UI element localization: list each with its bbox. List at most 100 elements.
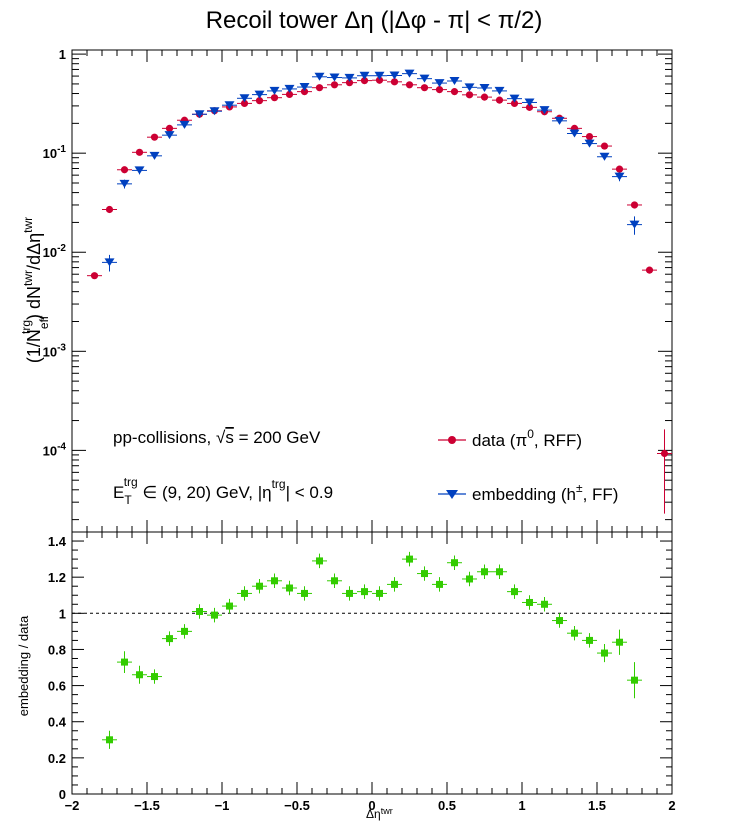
embedding-point — [539, 106, 550, 115]
embedding-point — [344, 73, 355, 82]
ratio-point — [601, 649, 608, 657]
data-point — [330, 81, 339, 89]
ratio-point — [346, 589, 353, 597]
embedding-point — [569, 129, 580, 138]
data-point — [90, 272, 99, 280]
ratio-point — [331, 577, 338, 585]
embedding-point — [194, 110, 205, 119]
top-y-tick-label: 10-3 — [43, 342, 67, 359]
embedding-point — [239, 94, 250, 103]
bottom-y-tick-label: 0 — [59, 787, 66, 802]
data-point — [660, 449, 669, 458]
embedding-point — [209, 107, 220, 116]
ratio-point — [211, 611, 218, 619]
embedding-point — [104, 258, 115, 267]
ratio-point — [631, 676, 638, 684]
ratio-point — [466, 575, 473, 583]
data-point — [360, 77, 369, 85]
embedding-point — [164, 131, 175, 140]
data-point — [525, 103, 534, 111]
data-point — [645, 266, 654, 274]
data-point — [345, 79, 354, 87]
bottom-y-tick-label: 0.2 — [48, 751, 66, 766]
data-point — [450, 88, 459, 96]
x-tick-label: 1.5 — [588, 798, 606, 813]
top-axes: 10-4 10-3 10-2 10-1 1 — [43, 47, 673, 532]
ratio-point — [571, 629, 578, 637]
ratio-point — [391, 580, 398, 588]
x-tick-label: −0.5 — [284, 798, 310, 813]
series-data — [87, 76, 672, 514]
ratio-point — [151, 673, 158, 681]
ratio-point — [496, 568, 503, 576]
data-point — [585, 132, 594, 141]
x-tick-label: 0.5 — [438, 798, 456, 813]
ratio-point — [286, 584, 293, 592]
ratio-point — [121, 658, 128, 666]
embedding-point — [389, 71, 400, 80]
x-tick-label: −1.5 — [134, 798, 160, 813]
ratio-point — [241, 589, 248, 597]
top-series-layer — [87, 69, 672, 514]
ratio-point — [271, 577, 278, 585]
embedding-point — [614, 172, 625, 181]
embedding-point — [464, 83, 475, 92]
bottom-y-tick-label: 1.4 — [48, 534, 67, 549]
legend-label-data: data (π0, RFF) — [472, 427, 582, 450]
ratio-point — [301, 589, 308, 597]
ratio-point — [196, 608, 203, 616]
bottom-y-tick-label: 1 — [59, 606, 66, 621]
data-point — [120, 166, 129, 174]
legend-marker-embedding — [446, 490, 458, 499]
data-point — [270, 94, 279, 102]
data-point — [600, 142, 609, 150]
data-point — [630, 201, 639, 209]
bottom-series-layer — [102, 551, 642, 749]
embedding-point — [404, 69, 415, 78]
embedding-point — [329, 73, 340, 82]
data-point — [465, 91, 474, 99]
ratio-point — [256, 582, 263, 590]
x-tick-label: 2 — [668, 798, 675, 813]
embedding-point — [269, 86, 280, 95]
embedding-point — [494, 86, 505, 95]
ratio-point — [541, 600, 548, 608]
data-point — [375, 76, 384, 84]
embedding-point — [284, 84, 295, 93]
series-embedding — [102, 69, 642, 272]
data-point — [150, 133, 159, 141]
embedding-point — [299, 83, 310, 92]
legend-marker-data — [448, 436, 456, 444]
embedding-point — [599, 152, 610, 161]
embedding-point — [119, 179, 130, 188]
ratio-point — [106, 736, 113, 744]
ratio-point — [436, 580, 443, 588]
x-axis-title: Δηtwr — [366, 806, 393, 821]
annotation-trigger: ETtrg ∈ (9, 20) GeV, |ηtrg| < 0.9 — [113, 475, 333, 507]
ratio-point — [526, 598, 533, 606]
ratio-point — [226, 602, 233, 610]
bottom-y-tick-label: 1.2 — [48, 570, 66, 585]
x-tick-label: −1 — [215, 798, 230, 813]
x-tick-label: −2 — [65, 798, 80, 813]
data-point — [480, 93, 489, 101]
data-point — [240, 99, 249, 107]
embedding-point — [134, 166, 145, 175]
legend: data (π0, RFF) embedding (h±, FF) — [438, 427, 618, 504]
top-y-axis-title: (1/Nefftrg) dNtwr/dΔηtwr — [19, 217, 51, 363]
bottom-plot-frame — [71, 531, 673, 795]
data-point — [435, 86, 444, 94]
embedding-point — [374, 71, 385, 80]
bottom-axes: −2 −1.5 −1 −0.5 0 0.5 1 1.5 2 0 0.2 0.4 0.6 0.8 1 1.2 1.… — [48, 532, 676, 813]
embedding-point — [314, 72, 325, 81]
data-point — [135, 148, 144, 156]
data-point — [285, 90, 294, 98]
bottom-y-tick-label: 0.6 — [48, 679, 66, 694]
data-point — [615, 165, 624, 173]
data-point — [315, 84, 324, 92]
top-y-tick-label: 10-1 — [43, 144, 67, 161]
series-ratio — [102, 551, 642, 749]
data-point — [405, 81, 414, 89]
embedding-point — [359, 71, 370, 80]
data-point — [300, 88, 309, 96]
